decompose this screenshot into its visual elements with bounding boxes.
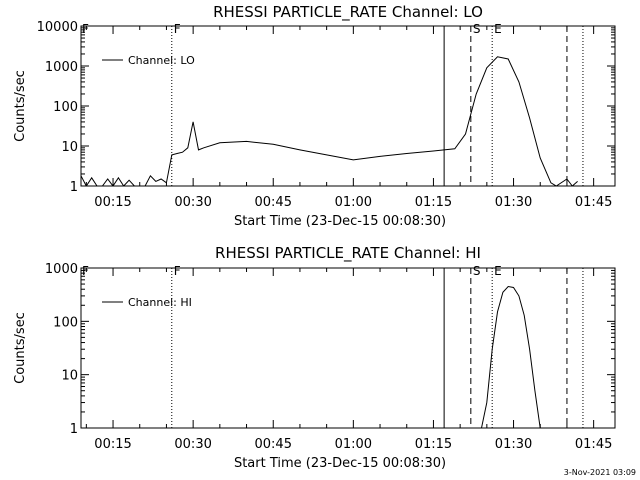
x-tick-label: 00:15 [94, 437, 131, 452]
chart-panel-1: RHESSI PARTICLE_RATE Channel: LO 1 10 100 10… [13, 3, 616, 229]
x-tick-label: 01:45 [575, 195, 612, 210]
x-axis-label: Start Time (23-Dec-15 00:08:30) [234, 456, 446, 471]
event-label: F [174, 264, 181, 278]
y-tick-label: 100 [53, 315, 78, 330]
y-tick-label: 1000 [45, 60, 78, 75]
event-label: E [494, 264, 502, 278]
series-line-1 [81, 56, 578, 186]
generated-timestamp: 3-Nov-2021 03:09 [564, 468, 636, 477]
y-axis-label: Counts/sec [13, 70, 28, 142]
event-label: S [473, 22, 481, 36]
y-tick-label: 1 [70, 180, 78, 195]
chart-title: RHESSI PARTICLE_RATE Channel: LO [213, 3, 483, 22]
y-tick-label: 1 [70, 422, 78, 437]
event-label: S [473, 264, 481, 278]
series-line-1 [481, 285, 541, 428]
x-tick-label: 00:30 [174, 437, 211, 452]
y-tick-label: 10000 [37, 20, 78, 35]
x-tick-label: 01:30 [495, 437, 532, 452]
x-tick-label: 01:15 [415, 437, 452, 452]
x-tick-label: 01:15 [415, 195, 452, 210]
plot-frame [80, 267, 616, 429]
y-tick-label: 10 [61, 369, 78, 384]
x-tick-label: 00:45 [255, 437, 292, 452]
chart-panel-2: RHESSI PARTICLE_RATE Channel: HI 1 10 100 10… [13, 244, 616, 471]
event-label-edge: F [82, 22, 89, 36]
legend-entry: Channel: HI [128, 296, 192, 309]
x-tick-label: 01:45 [575, 437, 612, 452]
event-label-edge: F [82, 264, 89, 278]
x-tick-label: 00:15 [94, 195, 131, 210]
x-axis-label: Start Time (23-Dec-15 00:08:30) [234, 214, 446, 229]
x-tick-label: 01:00 [335, 437, 372, 452]
x-tick-label: 00:30 [174, 195, 211, 210]
event-label: F [174, 22, 181, 36]
y-axis-label: Counts/sec [13, 312, 28, 384]
x-tick-label: 00:45 [255, 195, 292, 210]
chart-title: RHESSI PARTICLE_RATE Channel: HI [215, 244, 481, 263]
plot-frame [80, 25, 616, 187]
y-tick-label: 100 [53, 100, 78, 115]
y-tick-label: 1000 [45, 262, 78, 277]
x-tick-label: 01:00 [335, 195, 372, 210]
legend-entry: Channel: LO [128, 54, 195, 67]
y-tick-label: 10 [61, 140, 78, 155]
event-label: E [494, 22, 502, 36]
x-tick-label: 01:30 [495, 195, 532, 210]
